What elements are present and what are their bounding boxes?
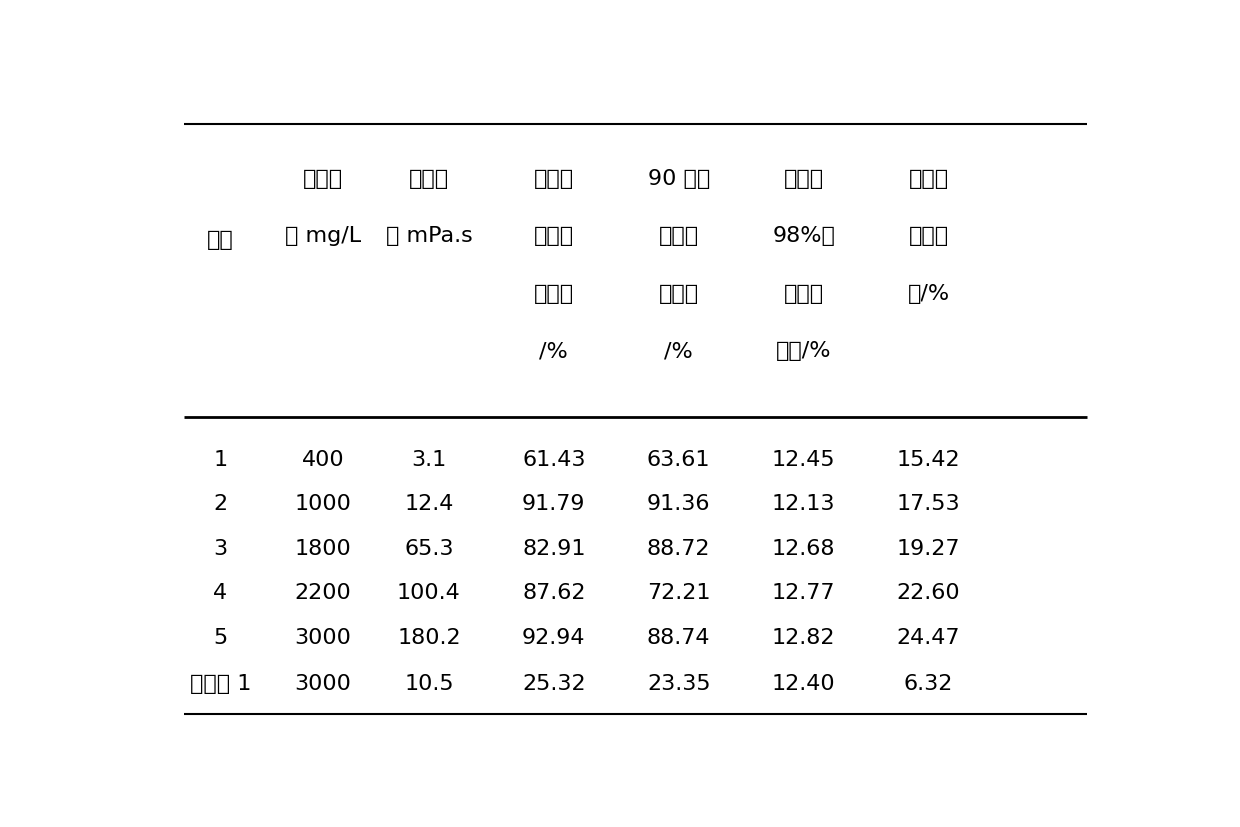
- Text: 25.32: 25.32: [522, 673, 585, 693]
- Text: 22.60: 22.60: [897, 583, 961, 603]
- Text: 65.3: 65.3: [404, 538, 454, 558]
- Text: 1800: 1800: [295, 538, 352, 558]
- Text: 3.1: 3.1: [412, 449, 446, 469]
- Text: 12.4: 12.4: [404, 494, 454, 514]
- Text: 12.13: 12.13: [773, 494, 836, 514]
- Text: 12.68: 12.68: [773, 538, 836, 558]
- Text: 提高采: 提高采: [909, 169, 949, 189]
- Text: 24.47: 24.47: [897, 628, 960, 648]
- Text: 72.21: 72.21: [647, 583, 711, 603]
- Text: 88.72: 88.72: [647, 538, 711, 558]
- Text: 3: 3: [213, 538, 227, 558]
- Text: 度 mPa.s: 度 mPa.s: [386, 226, 472, 246]
- Text: 61.43: 61.43: [522, 449, 585, 469]
- Text: 1: 1: [213, 449, 227, 469]
- Text: 17.53: 17.53: [897, 494, 961, 514]
- Text: 5: 5: [213, 628, 227, 648]
- Text: 3000: 3000: [295, 628, 352, 648]
- Text: 溶液浓: 溶液浓: [303, 169, 343, 189]
- Text: 82.91: 82.91: [522, 538, 585, 558]
- Text: 比较例 1: 比较例 1: [190, 673, 250, 693]
- Text: 180.2: 180.2: [397, 628, 461, 648]
- Text: 91.79: 91.79: [522, 494, 585, 514]
- Text: 4: 4: [213, 583, 227, 603]
- Text: 19.27: 19.27: [897, 538, 960, 558]
- Text: 12.77: 12.77: [773, 583, 836, 603]
- Text: 2: 2: [213, 494, 227, 514]
- Text: 92.94: 92.94: [522, 628, 585, 648]
- Text: 23.35: 23.35: [647, 673, 711, 693]
- Text: 含水率: 含水率: [784, 169, 823, 189]
- Text: 12.40: 12.40: [771, 673, 836, 693]
- Text: 编号: 编号: [207, 229, 233, 249]
- Text: 90 天老: 90 天老: [647, 169, 709, 189]
- Text: 保留率: 保留率: [533, 284, 574, 304]
- Text: /%: /%: [539, 341, 568, 361]
- Text: 63.61: 63.61: [647, 449, 711, 469]
- Text: 度 mg/L: 度 mg/L: [285, 226, 361, 246]
- Text: 12.82: 12.82: [773, 628, 836, 648]
- Text: 88.74: 88.74: [647, 628, 711, 648]
- Text: 保留率: 保留率: [658, 284, 699, 304]
- Text: 程度/%: 程度/%: [776, 341, 832, 361]
- Text: 2200: 2200: [295, 583, 352, 603]
- Text: 10.5: 10.5: [404, 673, 454, 693]
- Text: 3000: 3000: [295, 673, 352, 693]
- Text: 87.62: 87.62: [522, 583, 585, 603]
- Text: 98%时: 98%时: [773, 226, 835, 246]
- Text: 15.42: 15.42: [897, 449, 961, 469]
- Text: 采收率: 采收率: [784, 284, 823, 304]
- Text: 度/%: 度/%: [908, 284, 950, 304]
- Text: 化粘度: 化粘度: [658, 226, 699, 246]
- Text: 91.36: 91.36: [647, 494, 711, 514]
- Text: 12.45: 12.45: [771, 449, 836, 469]
- Text: 溶液粘: 溶液粘: [409, 169, 449, 189]
- Text: 400: 400: [301, 449, 345, 469]
- Text: 100.4: 100.4: [397, 583, 461, 603]
- Text: /%: /%: [665, 341, 693, 361]
- Text: 收率程: 收率程: [909, 226, 949, 246]
- Text: 6.32: 6.32: [904, 673, 954, 693]
- Text: 1000: 1000: [295, 494, 352, 514]
- Text: 切粘度: 切粘度: [533, 226, 574, 246]
- Text: 机械剪: 机械剪: [533, 169, 574, 189]
